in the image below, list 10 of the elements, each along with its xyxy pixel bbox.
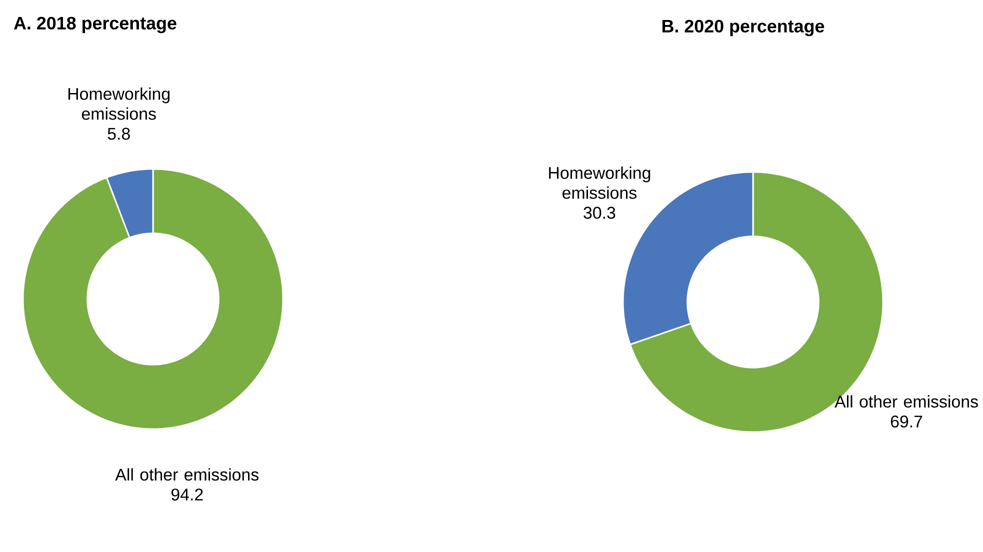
slice-label: All other emissions	[834, 395, 978, 408]
slice-label: Homeworking emissions	[68, 87, 170, 120]
chart-title: B. 2020 percentage	[662, 20, 824, 36]
data-label: 94.2	[171, 488, 203, 501]
slice-label: All other emissions	[115, 468, 259, 481]
chart-title: A. 2018 percentage	[14, 16, 176, 34]
data-label: 69.7	[890, 416, 922, 428]
data-label: 30.3	[584, 206, 616, 219]
data-label: 5.8	[108, 128, 130, 140]
slice-label: Homeworking emissions	[549, 166, 650, 199]
